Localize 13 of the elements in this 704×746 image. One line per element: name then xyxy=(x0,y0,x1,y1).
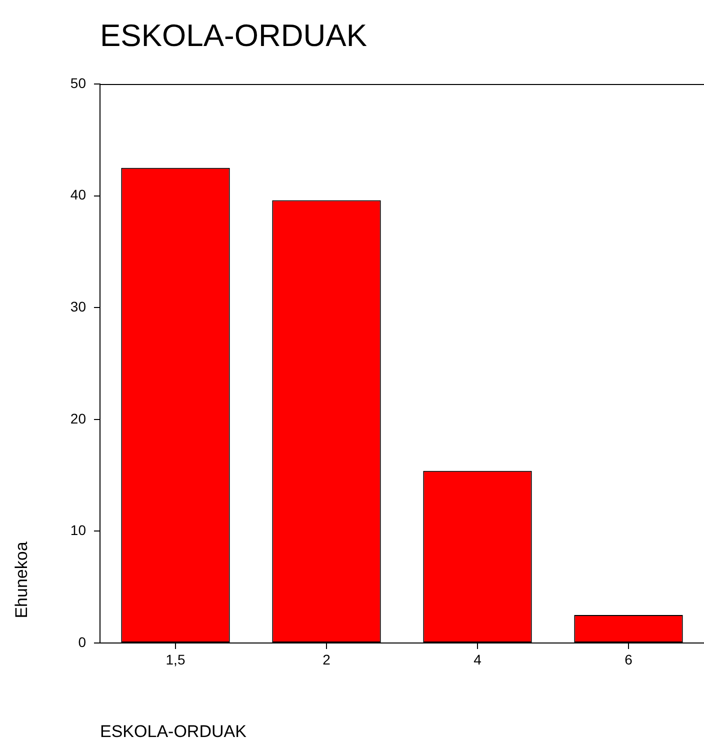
x-tick-label: 2 xyxy=(322,651,331,668)
chart-title: ESKOLA-ORDUAK xyxy=(100,18,368,54)
y-tick-label: 10 xyxy=(70,522,86,538)
x-tick-label: 1,5 xyxy=(166,651,186,668)
y-tick-label: 20 xyxy=(70,410,86,426)
y-tick-label: 50 xyxy=(70,74,86,91)
y-tick-label: 30 xyxy=(70,298,86,314)
x-axis-title: ESKOLA-ORDUAK xyxy=(100,722,246,742)
x-tick-label: 6 xyxy=(624,651,633,668)
y-axis-title: Ehunekoa xyxy=(12,542,32,618)
y-tick-label: 40 xyxy=(70,186,86,203)
y-tick-label: 0 xyxy=(78,634,86,650)
x-tick-label: 4 xyxy=(474,651,482,668)
